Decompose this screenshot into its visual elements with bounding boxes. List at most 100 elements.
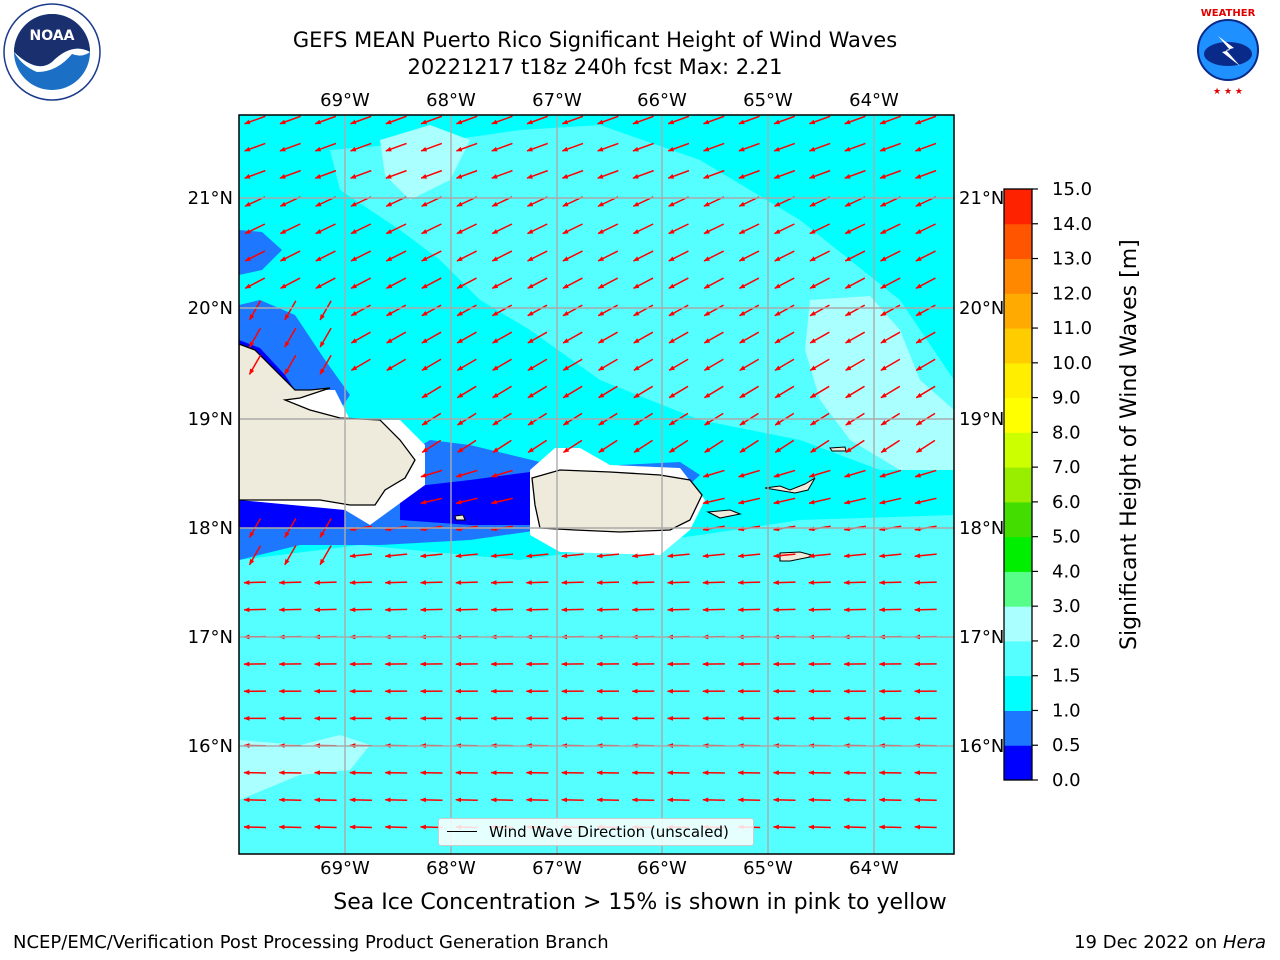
wind-wave-arrow xyxy=(279,250,301,262)
wave-zone-0-5-coast xyxy=(239,300,350,410)
wind-wave-arrow xyxy=(739,331,760,344)
wave-zone-1-5-north xyxy=(330,125,954,470)
wind-wave-arrow xyxy=(420,115,443,125)
wind-wave-arrow xyxy=(561,607,584,613)
colorbar-tick-label: 1.0 xyxy=(1052,700,1081,721)
wind-wave-arrow xyxy=(561,115,584,125)
wind-wave-arrow xyxy=(244,169,266,179)
wind-wave-arrow xyxy=(845,358,865,371)
wind-wave-arrow xyxy=(668,358,689,371)
land-virgin-islands xyxy=(764,477,816,494)
wind-wave-arrow xyxy=(737,607,761,613)
colorbar-segment xyxy=(1004,536,1032,572)
wave-zone-2-0-south xyxy=(239,735,370,800)
wind-wave-arrow xyxy=(456,358,477,371)
colorbar-segment xyxy=(1004,501,1032,538)
wind-wave-arrow xyxy=(491,277,513,289)
wind-wave-arrow xyxy=(668,223,689,235)
wind-wave-arrow xyxy=(739,358,760,371)
lat-label-left: 21°N xyxy=(188,188,233,209)
wind-wave-arrow xyxy=(315,277,336,289)
wind-wave-arrow xyxy=(702,497,725,505)
wind-wave-arrow xyxy=(349,142,372,152)
wind-wave-arrow xyxy=(703,250,725,262)
wind-wave-arrow xyxy=(597,223,619,235)
wind-wave-arrow xyxy=(878,580,902,585)
wind-wave-arrow xyxy=(284,300,297,321)
wind-wave-arrow xyxy=(773,497,796,505)
wind-wave-arrow xyxy=(702,169,725,179)
lon-label-bottom: 64°W xyxy=(849,858,899,879)
wind-wave-arrow xyxy=(421,250,442,262)
wind-wave-arrow xyxy=(386,358,407,371)
colorbar-tick-label: 13.0 xyxy=(1052,249,1092,270)
wind-wave-arrow xyxy=(915,358,936,371)
wind-wave-arrow xyxy=(350,250,372,262)
wind-wave-arrow xyxy=(492,358,512,371)
svg-text:★ ★ ★: ★ ★ ★ xyxy=(1213,87,1243,97)
wind-wave-arrow xyxy=(490,580,514,585)
wind-wave-arrow xyxy=(843,580,867,585)
wave-zone-1-5 xyxy=(239,515,954,854)
lon-label-bottom: 69°W xyxy=(320,858,370,879)
wind-wave-arrow xyxy=(456,331,477,344)
wind-wave-arrow xyxy=(419,607,443,613)
wind-wave-arrow xyxy=(880,385,901,399)
wind-wave-arrow xyxy=(278,824,302,830)
wind-wave-arrow xyxy=(561,142,584,152)
colorbar-label: Significant Height of Wind Waves [m] xyxy=(1117,239,1142,650)
wind-wave-arrow xyxy=(914,142,937,152)
wind-wave-arrow xyxy=(278,580,302,585)
wind-wave-arrow xyxy=(384,553,408,559)
lat-label-right: 20°N xyxy=(959,298,1004,319)
wind-wave-arrow xyxy=(597,304,619,317)
wind-wave-arrow xyxy=(455,580,478,585)
colorbar-tick-label: 5.0 xyxy=(1052,527,1081,548)
wind-wave-arrow xyxy=(284,327,297,348)
wind-wave-arrow xyxy=(597,277,619,289)
wind-wave-arrow xyxy=(878,824,902,830)
wind-wave-arrow xyxy=(456,250,477,262)
lat-label-left: 17°N xyxy=(188,627,233,648)
generation-date: 19 Dec 2022 on Hera xyxy=(1074,932,1266,953)
wind-wave-arrow xyxy=(809,304,830,317)
latitude-labels-right: 21°N 20°N 19°N 18°N 17°N 16°N xyxy=(959,188,1004,757)
colorbar-segment xyxy=(1004,362,1032,399)
wind-wave-arrow xyxy=(492,385,512,399)
wind-wave-arrow xyxy=(808,497,831,505)
wind-wave-arrow xyxy=(843,553,867,559)
wind-wave-arrow xyxy=(527,358,548,371)
wind-wave-arrow xyxy=(808,580,831,585)
wind-wave-arrow xyxy=(349,115,372,125)
wind-wave-arrow xyxy=(774,358,795,371)
wind-wave-arrow xyxy=(633,439,653,454)
colorbar-tick-label: 8.0 xyxy=(1052,422,1081,443)
map-legend: Wind Wave Direction (unscaled) xyxy=(438,818,754,846)
wind-wave-arrow xyxy=(703,331,724,344)
wind-wave-arrow xyxy=(596,553,620,559)
wind-wave-arrow xyxy=(384,607,408,613)
wind-wave-arrow xyxy=(809,223,831,235)
wind-wave-arrow xyxy=(319,327,332,348)
wind-wave-arrow xyxy=(385,115,407,125)
wind-wave-arrow xyxy=(385,277,407,289)
wind-wave-arrow xyxy=(421,223,442,235)
wind-wave-arrow xyxy=(809,385,830,399)
wind-wave-arrow xyxy=(844,115,866,125)
wind-wave-arrow xyxy=(914,824,937,830)
lat-label-left: 20°N xyxy=(188,298,233,319)
wind-wave-arrow xyxy=(490,553,514,559)
wind-wave-arrow xyxy=(773,169,796,179)
wind-wave-arrow xyxy=(527,385,548,399)
wind-wave-arrow xyxy=(456,223,478,235)
wind-wave-arrow xyxy=(808,824,831,830)
wind-wave-arrow xyxy=(632,115,654,125)
wind-wave-arrow xyxy=(279,223,301,235)
wind-wave-arrow xyxy=(350,223,372,235)
wind-wave-arrow xyxy=(314,142,337,152)
wind-wave-arrow xyxy=(808,169,831,179)
wind-wave-arrow xyxy=(843,497,866,505)
wind-wave-arrow xyxy=(879,469,902,478)
wind-wave-arrow xyxy=(527,331,548,344)
wind-wave-arrow xyxy=(527,439,548,454)
